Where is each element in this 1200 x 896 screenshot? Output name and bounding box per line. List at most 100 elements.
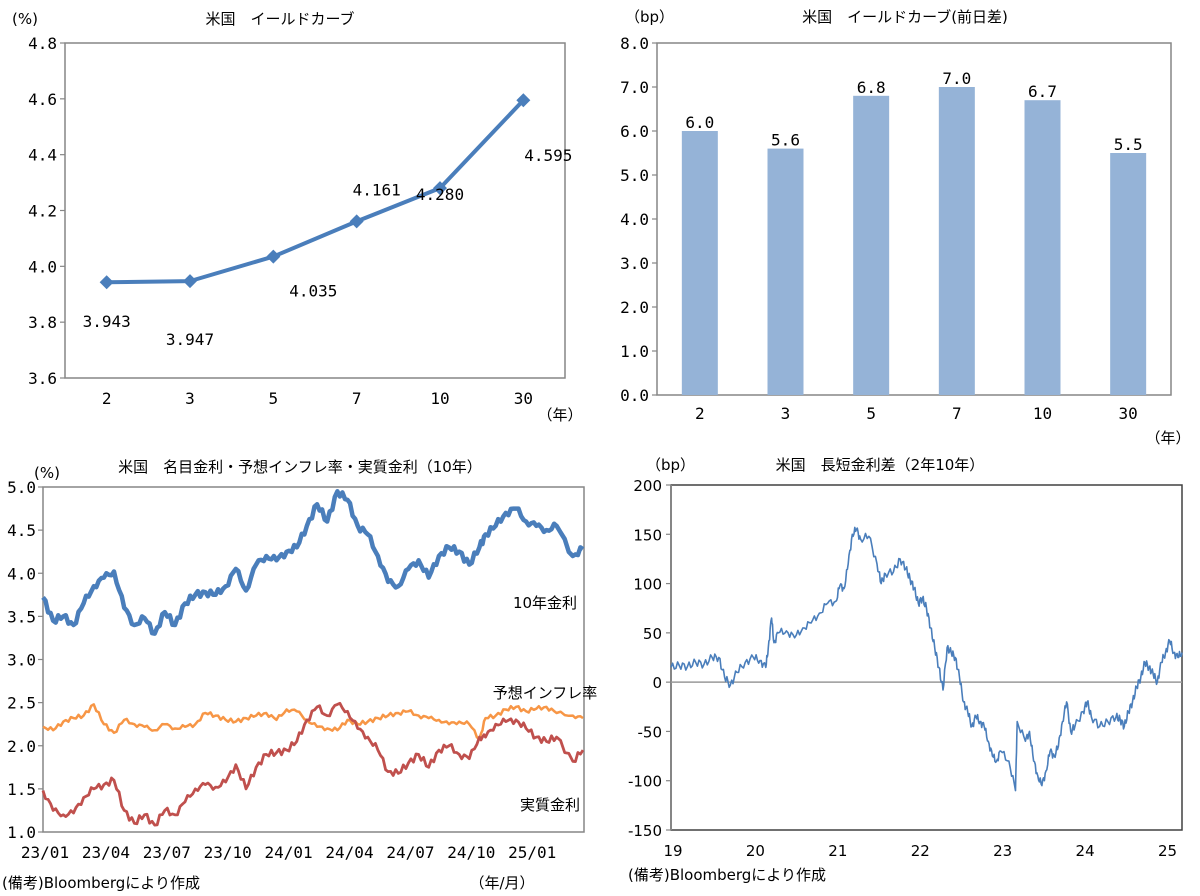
x-tick-label: 7 [952, 404, 962, 423]
x-tick-label: 19 [663, 842, 682, 860]
y-tick-label: 1.0 [7, 823, 36, 842]
term-spread-chart: （bp） 米国 長短金利差（2年10年） (備考)Bloombergにより作成 … [628, 456, 1183, 884]
x-tick-label: 21 [828, 842, 847, 860]
rates-xlabel: （年/月） [469, 874, 534, 892]
yield-change-plot-frame [656, 42, 1172, 396]
y-tick-label: 4.0 [28, 257, 57, 276]
y-tick-label: 4.2 [28, 202, 57, 221]
spread-ylabel: （bp） [646, 456, 695, 474]
x-tick-label: 24/07 [386, 843, 434, 862]
yield-curve-xlabel: （年） [537, 406, 582, 424]
x-tick-label: 5 [866, 404, 876, 423]
series-label: 実質金利 [520, 796, 580, 814]
x-tick-label: 3 [185, 389, 195, 408]
x-tick-label: 23/04 [82, 843, 130, 862]
data-label: 5.5 [1114, 135, 1143, 154]
x-tick-label: 25/01 [508, 843, 556, 862]
y-tick-label: 3.6 [28, 369, 57, 388]
yield-change-xlabel: （年） [1145, 429, 1190, 447]
data-label: 6.8 [857, 78, 886, 97]
x-tick-label: 23/07 [143, 843, 191, 862]
yield-curve-plot-frame [64, 42, 566, 379]
yield-curve-line [106, 98, 525, 285]
data-point-marker [99, 275, 114, 290]
yield-curve-title: 米国 イールドカーブ [205, 10, 354, 28]
data-label: 4.280 [416, 185, 464, 204]
bar [767, 148, 804, 395]
x-tick-label: 2 [102, 389, 112, 408]
y-tick-label: 100 [633, 576, 662, 594]
y-tick-label: 4.5 [7, 521, 36, 540]
x-tick-label: 24/10 [447, 843, 495, 862]
x-tick-label: 30 [1119, 404, 1138, 423]
y-tick-label: 150 [633, 526, 662, 544]
data-point-marker [183, 274, 197, 289]
y-tick-label: 4.6 [28, 90, 57, 109]
x-tick-label: 24/04 [325, 843, 373, 862]
bar [1110, 153, 1147, 395]
rates-source-note: (備考)Bloombergにより作成 [2, 874, 200, 892]
spread-plot-frame [670, 484, 1183, 831]
x-tick-label: 20 [746, 842, 765, 860]
series-line-0 [41, 489, 585, 636]
x-tick-label: 22 [911, 842, 930, 860]
y-tick-label: 1.0 [620, 342, 649, 361]
y-tick-label: 4.0 [620, 210, 649, 229]
rates-title: 米国 名目金利・予想インフレ率・実質金利（10年） [118, 458, 482, 476]
data-label: 4.161 [353, 180, 401, 199]
spread-title: 米国 長短金利差（2年10年） [776, 456, 985, 474]
x-tick-label: 10 [430, 389, 449, 408]
series-label: 10年金利 [513, 594, 577, 612]
x-tick-label: 24/01 [265, 843, 313, 862]
series-label: 予想インフレ率 [493, 684, 598, 702]
series-line-2 [41, 701, 585, 827]
x-tick-label: 23/10 [204, 843, 252, 862]
data-label: 3.943 [83, 312, 131, 331]
y-tick-label: 50 [643, 625, 662, 643]
spread-line [670, 526, 1183, 792]
yield-change-title: 米国 イールドカーブ(前日差) [802, 8, 1008, 26]
y-tick-label: 3.0 [620, 254, 649, 273]
data-point-marker [516, 93, 531, 108]
y-tick-label: 6.0 [620, 122, 649, 141]
data-point-marker [266, 249, 281, 264]
x-tick-label: 2 [695, 404, 705, 423]
data-label: 6.0 [685, 113, 714, 132]
data-label: 7.0 [942, 69, 971, 88]
yield-change-ylabel: （bp） [625, 8, 674, 26]
y-tick-label: 200 [633, 477, 662, 495]
y-tick-label: -100 [628, 773, 662, 791]
y-tick-label: 8.0 [620, 34, 649, 53]
y-tick-label: 5.0 [620, 166, 649, 185]
bar [681, 131, 718, 395]
yield-curve-ylabel: (%) [12, 10, 38, 28]
y-tick-label: -50 [638, 723, 663, 741]
rates-plot-frame [42, 486, 585, 833]
x-tick-label: 10 [1033, 404, 1052, 423]
rates-ylabel: (%) [34, 464, 60, 482]
y-tick-label: 7.0 [620, 78, 649, 97]
x-tick-label: 5 [269, 389, 279, 408]
y-tick-label: 1.5 [7, 780, 36, 799]
y-tick-label: 0.0 [620, 386, 649, 405]
y-tick-label: 3.0 [7, 651, 36, 670]
y-tick-label: 4.4 [28, 146, 57, 165]
x-tick-label: 7 [352, 389, 362, 408]
spread-source-note: (備考)Bloombergにより作成 [628, 866, 826, 884]
data-label: 4.035 [289, 282, 337, 301]
nominal-inflation-real-chart: (%) 米国 名目金利・予想インフレ率・実質金利（10年） (備考)Bloomb… [2, 458, 597, 892]
bar [1024, 100, 1061, 395]
data-label: 6.7 [1028, 82, 1057, 101]
x-tick-label: 23/01 [21, 843, 69, 862]
y-tick-label: -150 [628, 822, 662, 840]
y-tick-label: 4.0 [7, 564, 36, 583]
data-point-marker [349, 214, 364, 229]
bar [853, 95, 890, 396]
y-tick-label: 2.5 [7, 694, 36, 713]
y-tick-label: 5.0 [7, 478, 36, 497]
x-tick-label: 30 [514, 389, 533, 408]
data-label: 5.6 [771, 131, 800, 150]
y-tick-label: 4.8 [28, 34, 57, 53]
yield-change-chart: （bp） 米国 イールドカーブ(前日差) （年） 0.0 1.0 2.0 3.0 4.0… [620, 8, 1190, 447]
